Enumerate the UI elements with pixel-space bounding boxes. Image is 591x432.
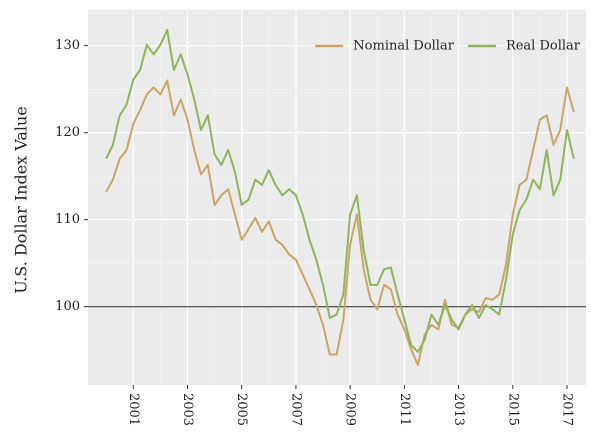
plot-background bbox=[88, 10, 586, 385]
line-series bbox=[105, 79, 575, 366]
x-tick-label: 2001 bbox=[126, 393, 141, 426]
line-series bbox=[105, 29, 575, 353]
x-tick-label: 2011 bbox=[397, 393, 412, 426]
x-tick-label: 2005 bbox=[234, 393, 249, 426]
x-tick-label: 2009 bbox=[343, 393, 358, 426]
x-tick-label: 2013 bbox=[451, 393, 466, 426]
x-tick-label: 2017 bbox=[560, 393, 575, 426]
x-tick-label: 2015 bbox=[505, 393, 520, 426]
y-axis-title: U.S. Dollar Index Value bbox=[12, 106, 31, 294]
legend-label: Nominal Dollar bbox=[353, 39, 454, 54]
x-tick-label: 2007 bbox=[288, 393, 303, 426]
y-tick-label: 120 bbox=[55, 125, 80, 140]
x-tick-label: 2003 bbox=[180, 393, 195, 426]
y-tick-label: 100 bbox=[55, 299, 80, 314]
legend-label: Real Dollar bbox=[506, 39, 581, 54]
y-tick-label: 110 bbox=[55, 212, 80, 227]
y-tick-label: 130 bbox=[55, 38, 80, 53]
